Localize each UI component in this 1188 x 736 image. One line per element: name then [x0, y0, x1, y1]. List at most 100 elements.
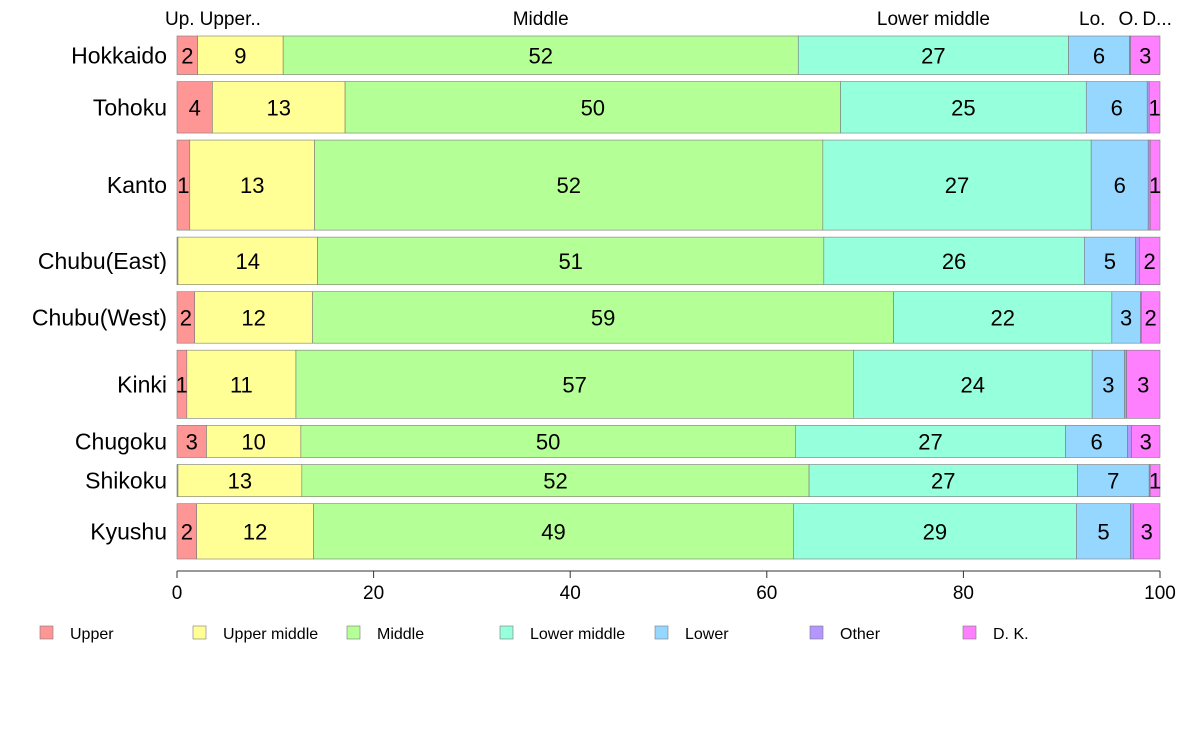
data-label: 14: [236, 249, 260, 274]
legend: Upper Upper middle Middle Lower middle Lower…: [39, 625, 1029, 643]
bar-segment-other: [1127, 425, 1132, 458]
series-header-labels: Up. Upper.. Middle Lower middle Lo. O. D...: [165, 9, 1172, 30]
data-label: 10: [241, 429, 265, 454]
data-label: 29: [923, 519, 947, 544]
bar-segment-lower-middle: [808, 464, 1078, 497]
series-header-lower: Lo.: [1079, 9, 1105, 30]
data-label: 3: [186, 429, 198, 454]
data-label: 1: [1149, 469, 1161, 494]
legend-item-d-k: D. K.: [962, 625, 1029, 643]
bar-segment-middle: [300, 425, 796, 458]
bar-segment-middle: [313, 503, 794, 560]
legend-item-upper: Upper: [39, 625, 114, 643]
data-label: 57: [562, 372, 586, 397]
bar-segment-middle: [344, 81, 841, 134]
series-header-other: O.: [1118, 9, 1138, 30]
bar-segment-d-k: [1126, 349, 1161, 419]
data-label: 52: [543, 469, 567, 494]
category-label-hokkaido: Hokkaido: [71, 42, 167, 68]
bar-segment-lower: [1065, 425, 1128, 458]
bar-row-kyushu: 2 12 49 29 5 3: [176, 503, 1161, 560]
bar-segment-upper-middle: [196, 503, 314, 560]
data-label: 27: [931, 469, 955, 494]
bar-segment-lower: [1085, 81, 1148, 134]
data-label: 52: [528, 43, 552, 68]
legend-label: Other: [840, 626, 881, 643]
legend-swatch: [809, 625, 824, 640]
data-label: 25: [951, 95, 975, 120]
data-label: 13: [266, 95, 290, 120]
legend-item-upper-middle: Upper middle: [192, 625, 318, 643]
bar-segment-upper-middle: [186, 349, 297, 419]
bar-segment-upper: [176, 425, 207, 458]
data-label: 11: [230, 372, 253, 397]
data-label: 1: [1149, 173, 1161, 198]
bar-segment-d-k: [1131, 425, 1161, 458]
data-label: 7: [1107, 469, 1119, 494]
data-label: 27: [921, 43, 945, 68]
legend-label: Lower middle: [530, 626, 625, 643]
bar-segment-d-k: [1139, 236, 1161, 286]
series-header-upper: Up.: [165, 9, 195, 30]
data-label: 51: [558, 249, 582, 274]
data-label: 52: [556, 173, 580, 198]
legend-item-lower: Lower: [654, 625, 729, 643]
x-axis: 0 20 40 60 80 100: [172, 570, 1176, 604]
legend-label: Middle: [377, 626, 424, 643]
category-label-kyushu: Kyushu: [90, 518, 167, 544]
bar-segment-lower-middle: [797, 35, 1069, 75]
data-label: 3: [1137, 372, 1149, 397]
bar-segment-upper-middle: [197, 35, 284, 75]
data-label: 6: [1090, 429, 1102, 454]
data-label: 59: [591, 305, 615, 330]
data-label: 2: [1144, 249, 1156, 274]
bar-row-kanto: 1 13 52 27 6 1: [176, 139, 1161, 231]
bar-segment-d-k: [1133, 503, 1161, 560]
bar-segment-lower: [1090, 139, 1149, 231]
bar-segment-upper: [176, 81, 213, 134]
bar-row-shikoku: 13 52 27 7 1: [176, 464, 1161, 497]
data-label: 1: [177, 173, 189, 198]
data-label: 50: [536, 429, 560, 454]
legend-label: D. K.: [993, 626, 1029, 643]
x-tick-label: 60: [756, 583, 777, 604]
data-label: 4: [189, 95, 201, 120]
data-label: 2: [181, 43, 193, 68]
data-label: 9: [234, 43, 246, 68]
legend-swatch: [654, 625, 669, 640]
bar-segment-lower: [1068, 35, 1130, 75]
x-tick-label: 0: [172, 583, 183, 604]
legend-swatch: [499, 625, 514, 640]
category-label-chubu-east: Chubu(East): [38, 248, 167, 274]
bar-segment-lower-middle: [893, 291, 1113, 344]
bar-segment-d-k: [1130, 35, 1161, 75]
category-label-kanto: Kanto: [107, 172, 167, 198]
legend-swatch: [962, 625, 977, 640]
data-label: 2: [181, 519, 193, 544]
series-header-upper-middle: Upper..: [200, 9, 261, 30]
data-label: 3: [1141, 519, 1153, 544]
data-label: 50: [581, 95, 605, 120]
data-label: 13: [240, 173, 264, 198]
bar-segment-d-k: [1148, 81, 1161, 134]
bar-row-hokkaido: 2 9 52 27 6 3: [176, 35, 1161, 75]
bar-segment-other: [1135, 236, 1140, 286]
bar-segment-upper-middle: [212, 81, 346, 134]
category-labels: Hokkaido Tohoku Kanto Chubu(East) Chubu(West…: [32, 42, 167, 544]
series-header-lower-middle: Lower middle: [877, 9, 990, 30]
data-label: 2: [180, 305, 192, 330]
data-label: 5: [1097, 519, 1109, 544]
data-label: 3: [1120, 305, 1132, 330]
data-label: 6: [1111, 95, 1123, 120]
bar-row-kinki: 1 11 57 24 3 3: [176, 349, 1161, 419]
legend-item-lower-middle: Lower middle: [499, 625, 625, 643]
bar-segment-lower: [1077, 464, 1150, 497]
data-label: 3: [1139, 43, 1151, 68]
category-label-chugoku: Chugoku: [75, 428, 167, 454]
bar-segment-d-k: [1149, 464, 1161, 497]
bar-row-chubu-east: 14 51 26 5 2: [176, 236, 1161, 286]
bar-segment-d-k: [1149, 139, 1161, 231]
bar-segment-lower: [1091, 349, 1125, 419]
bar-row-tohoku: 4 13 50 25 6 1: [176, 81, 1161, 134]
